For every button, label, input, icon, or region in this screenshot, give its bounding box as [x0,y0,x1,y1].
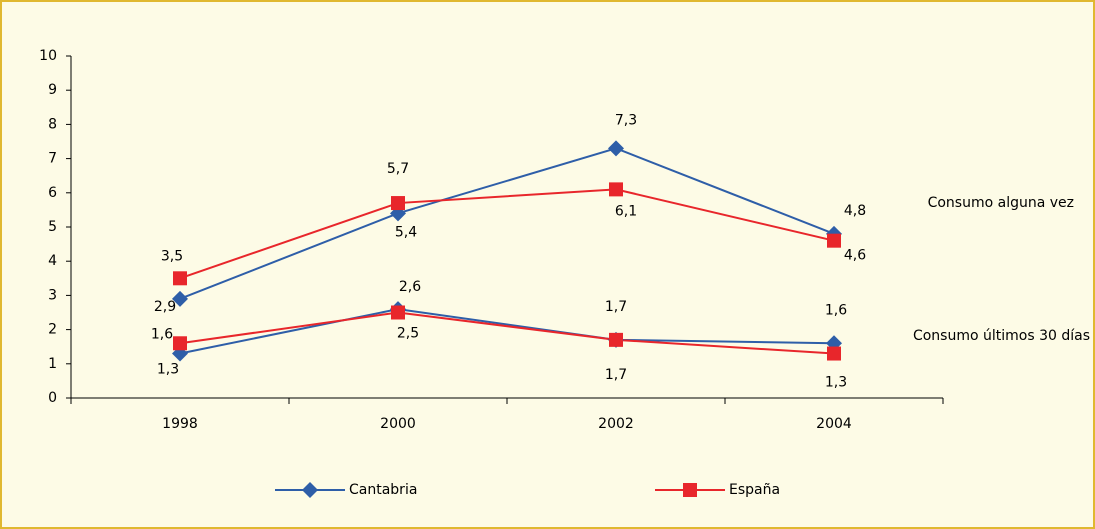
data-label: 1,6 [825,302,847,318]
data-label: 1,3 [825,375,847,391]
group-label: Consumo últimos 30 días [913,328,1090,344]
marker [827,233,841,248]
y-tick-label: 0 [48,390,57,406]
data-label: 4,8 [844,203,866,219]
series-line [179,147,835,300]
y-tick-label: 6 [48,185,57,201]
data-label: 5,7 [387,161,409,177]
marker [391,196,405,211]
data-label: 6,1 [615,203,637,219]
legend-marker [302,482,318,498]
marker [173,271,187,286]
legend-label: Cantabria [349,482,417,498]
data-label: 1,6 [151,326,173,342]
data-label: 1,7 [605,299,627,315]
y-tick-label: 7 [48,151,57,167]
data-label: 5,4 [395,224,417,240]
data-label: 2,6 [399,279,421,295]
data-label: 2,9 [154,299,176,315]
marker [608,140,624,157]
x-tick-label: 1998 [162,416,198,432]
marker [173,336,187,351]
marker [172,290,188,307]
marker [609,182,623,197]
x-tick-label: 2000 [380,416,416,432]
series-line [179,308,835,355]
x-tick-label: 2002 [598,416,634,432]
y-tick-label: 10 [39,48,57,64]
y-tick-label: 2 [48,322,57,338]
marker [609,332,623,347]
marker [827,346,841,361]
legend-label: España [729,482,780,498]
series-line [179,188,835,280]
y-tick-label: 5 [48,219,57,235]
y-tick-label: 9 [48,82,57,98]
y-tick-label: 8 [48,116,57,132]
y-tick-label: 4 [48,253,57,269]
marker [391,305,405,320]
series-line [179,311,835,355]
data-label: 4,6 [844,248,866,264]
data-label: 1,3 [157,362,179,378]
data-label: 1,7 [605,367,627,383]
x-tick-label: 2004 [816,416,852,432]
y-tick-label: 1 [48,356,57,372]
data-label: 2,5 [397,326,419,342]
y-tick-label: 3 [48,287,57,303]
data-label: 3,5 [161,248,183,264]
legend-marker [683,483,697,497]
data-label: 7,3 [615,112,637,128]
group-label: Consumo alguna vez [928,195,1074,211]
